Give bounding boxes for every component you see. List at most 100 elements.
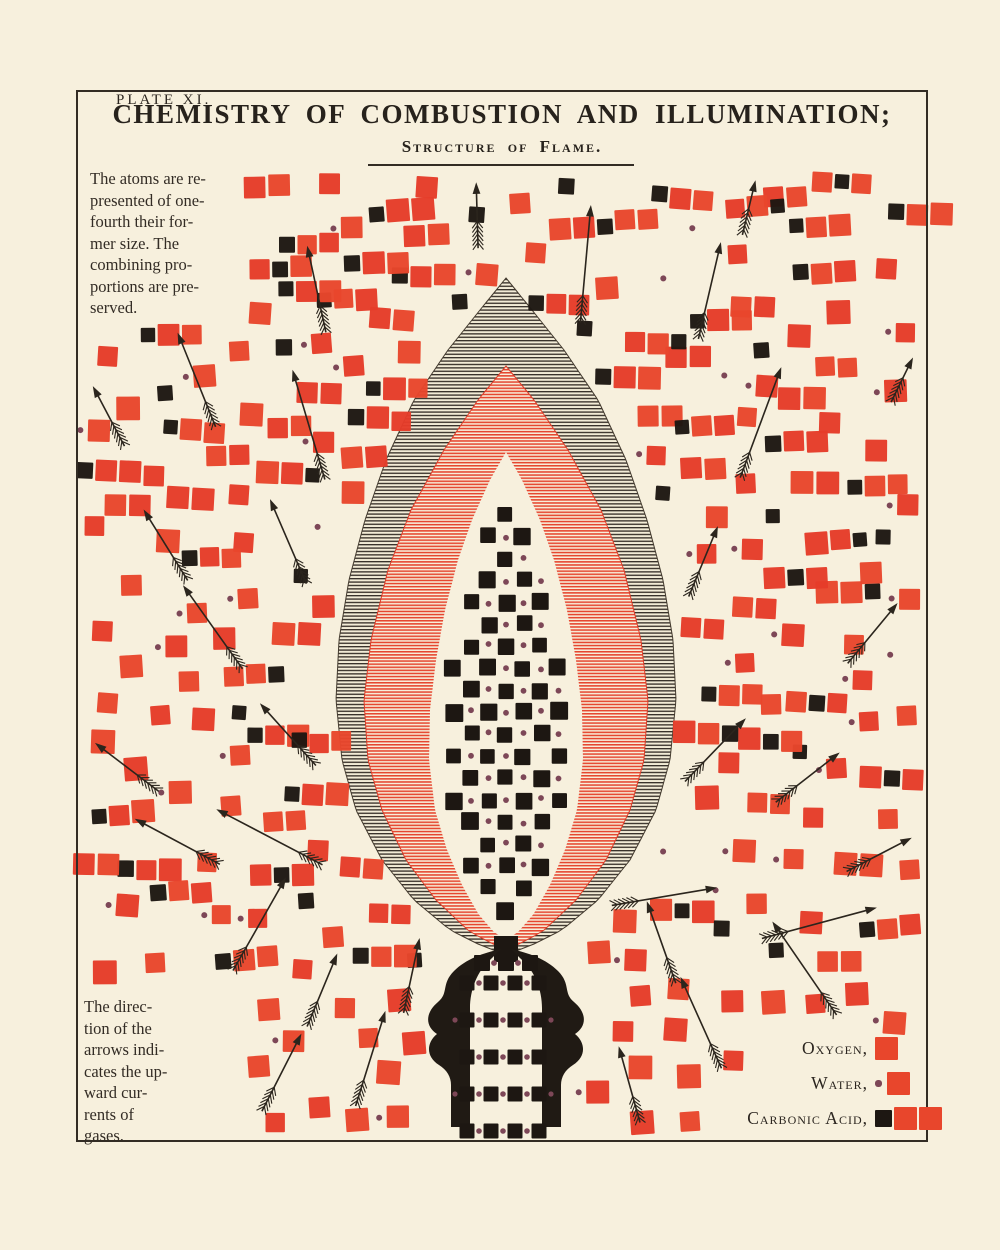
molecule-oxygen-pair [403, 223, 450, 248]
legend-molecule-water [875, 1072, 910, 1095]
note-atom-scale: The atoms are re- presented of one- four… [90, 169, 206, 317]
molecule-oxygen [90, 729, 116, 755]
molecule-oxygen-pair [206, 444, 250, 467]
molecule-carbon [768, 942, 784, 959]
molecule-water [773, 848, 804, 870]
molecule-oxygen [875, 258, 898, 280]
molecule-oxygen [865, 439, 888, 462]
burner [428, 936, 584, 1139]
molecule-oxygen [679, 1111, 701, 1132]
molecule-carbonic-acid [528, 293, 590, 316]
current-arrow [734, 367, 782, 481]
molecule-carbonic-acid [76, 459, 142, 483]
molecule-carbonic-acid [701, 684, 763, 707]
molecule-water [636, 445, 666, 466]
current-arrow [885, 357, 913, 406]
molecule-oxygen [746, 893, 767, 915]
molecule-oxygen [319, 173, 341, 195]
molecule-oxygen-pair [777, 386, 826, 411]
current-arrow [680, 976, 728, 1073]
molecule-oxygen [760, 693, 782, 715]
molecule-carbonic-acid [672, 720, 739, 745]
molecule-carbonic-acid [347, 406, 412, 432]
molecule-oxygen-pair [166, 485, 215, 511]
molecule-water [77, 419, 111, 442]
current-arrow [397, 938, 421, 1016]
legend-molecule-oxygen [875, 1037, 898, 1060]
molecule-oxygen [826, 299, 851, 325]
subtitle-rule [368, 164, 634, 167]
molecule-oxygen-pair [72, 853, 120, 876]
molecule-oxygen [97, 345, 119, 367]
hydrogen-dot-icon [875, 1080, 882, 1087]
legend-label-carbonic-acid: Carbonic Acid, [747, 1108, 868, 1128]
current-arrow [842, 837, 912, 878]
current-arrow [758, 906, 877, 945]
molecule-carbonic-acid [163, 418, 226, 445]
molecule-oxygen [375, 1059, 402, 1086]
molecule-carbonic-acid [764, 430, 829, 453]
molecule-hydrogen [660, 275, 667, 282]
molecule-oxygen-pair [243, 174, 291, 199]
molecule-water [885, 322, 916, 343]
molecule-oxygen-pair [614, 208, 659, 231]
molecule-oxygen [736, 406, 758, 428]
updraft-arrows [92, 180, 913, 1126]
molecule-oxygen [877, 809, 898, 830]
current-arrow [618, 1046, 646, 1126]
molecule-carbon [275, 339, 293, 356]
oxygen-square-icon [875, 1037, 898, 1060]
oxygen-square-icon [919, 1107, 942, 1130]
current-arrow [646, 901, 682, 987]
molecule-hydrogen [689, 225, 696, 232]
legend-row-water: Water, [698, 1071, 926, 1096]
molecule-oxygen [727, 244, 748, 265]
molecule-oxygen [358, 1027, 379, 1049]
oxygen-square-icon [894, 1107, 917, 1130]
molecule-water [333, 354, 365, 377]
current-arrow [574, 205, 594, 325]
note-arrow-direction: The direc- tion of the arrows indi- cate… [84, 997, 168, 1145]
flame [335, 277, 677, 953]
molecule-oxygen [735, 473, 757, 494]
molecule-oxygen-pair [680, 616, 725, 640]
molecule-carbonic-acid [651, 185, 714, 212]
molecule-oxygen [312, 595, 335, 618]
molecule-carbon [576, 320, 593, 337]
current-arrow [292, 369, 331, 483]
molecule-carbonic-acid [624, 331, 687, 355]
molecule-oxygen [228, 484, 250, 506]
molecule-carbon [655, 485, 671, 501]
molecule-oxygen [595, 276, 619, 301]
molecule-water [724, 652, 755, 673]
current-arrow [216, 809, 327, 871]
current-arrow [301, 953, 338, 1031]
molecule-hydrogen [721, 372, 728, 379]
molecule-carbon [297, 892, 315, 910]
molecule-oxygen [612, 1020, 634, 1042]
molecule-carbonic-acid [815, 580, 881, 604]
molecule-oxygen [721, 990, 744, 1013]
molecule-water [182, 364, 217, 388]
current-arrow [609, 885, 718, 912]
molecule-oxygen [663, 1017, 688, 1042]
molecule-carbonic-acid [249, 863, 315, 887]
molecule-oxygen [802, 807, 824, 828]
molecule-water [302, 431, 335, 453]
molecule-oxygen [805, 993, 826, 1014]
molecule-carbon [765, 509, 780, 524]
molecule-carbon [156, 385, 174, 402]
molecule-oxygen [155, 528, 181, 554]
molecule-oxygen [257, 998, 281, 1022]
molecule-oxygen-pair [817, 951, 862, 972]
molecule-carbonic-acid [278, 280, 342, 303]
molecule-carbonic-acid [91, 798, 156, 827]
current-arrow [270, 499, 313, 588]
molecule-oxygen [308, 1096, 331, 1119]
page-title: CHEMISTRY OF COMBUSTION AND ILLUMINATION… [112, 99, 892, 129]
molecule-carbonic-acid [674, 414, 735, 437]
molecule-carbon [875, 529, 891, 545]
molecule-carbonic-acid [792, 260, 857, 285]
burner-scroll-right [511, 949, 584, 1127]
molecule-carbon [713, 920, 730, 937]
